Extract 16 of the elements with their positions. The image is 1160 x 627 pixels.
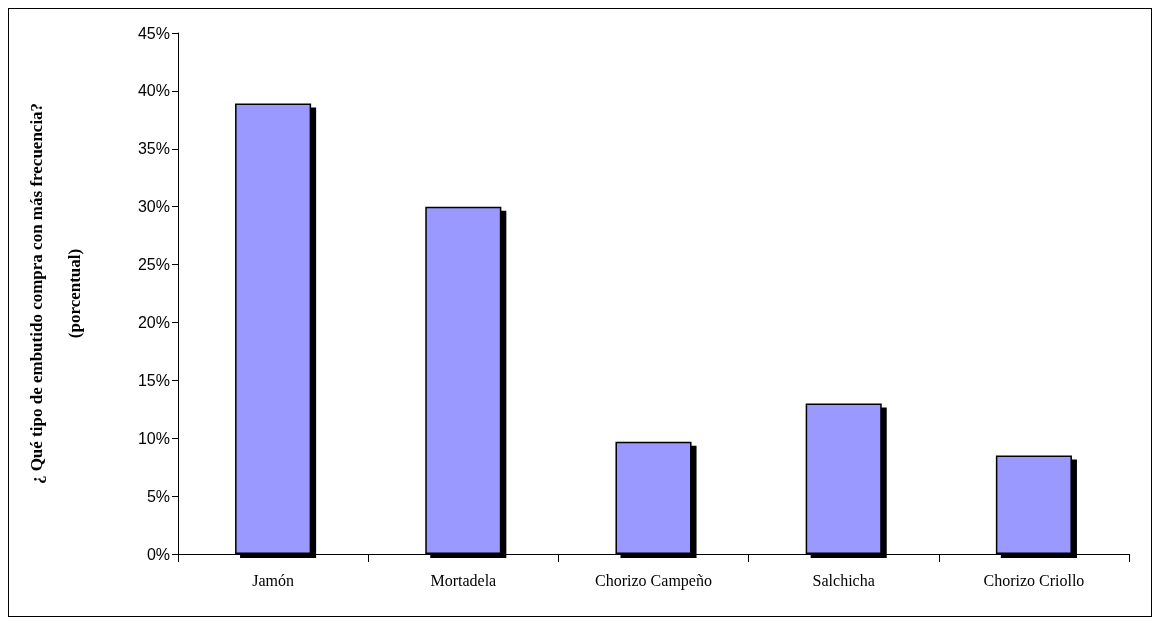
- y-tick-label: 25%: [137, 256, 170, 274]
- y-tick-label: 20%: [137, 313, 170, 331]
- y-tick-label: 35%: [137, 140, 170, 158]
- y-axis-title: ¿ Qué tipo de embutido compra con más frecuencia? (porcentual): [26, 102, 84, 485]
- y-tick-label: 15%: [137, 371, 170, 389]
- y-tick-label: 10%: [137, 429, 170, 447]
- y-tick-label: 45%: [137, 24, 170, 42]
- y-tick-label: 5%: [146, 487, 170, 505]
- x-tick-label: Chorizo Campeño: [595, 571, 712, 590]
- x-tick-label: Mortadela: [430, 571, 497, 589]
- x-tick-label: Chorizo Criollo: [983, 571, 1085, 589]
- x-tick-label: Salchicha: [812, 571, 875, 589]
- y-tick-label: 0%: [146, 545, 170, 563]
- x-tick-label: Jamón: [252, 571, 294, 589]
- y-tick-label: 40%: [137, 82, 170, 100]
- y-tick-label: 30%: [137, 198, 170, 216]
